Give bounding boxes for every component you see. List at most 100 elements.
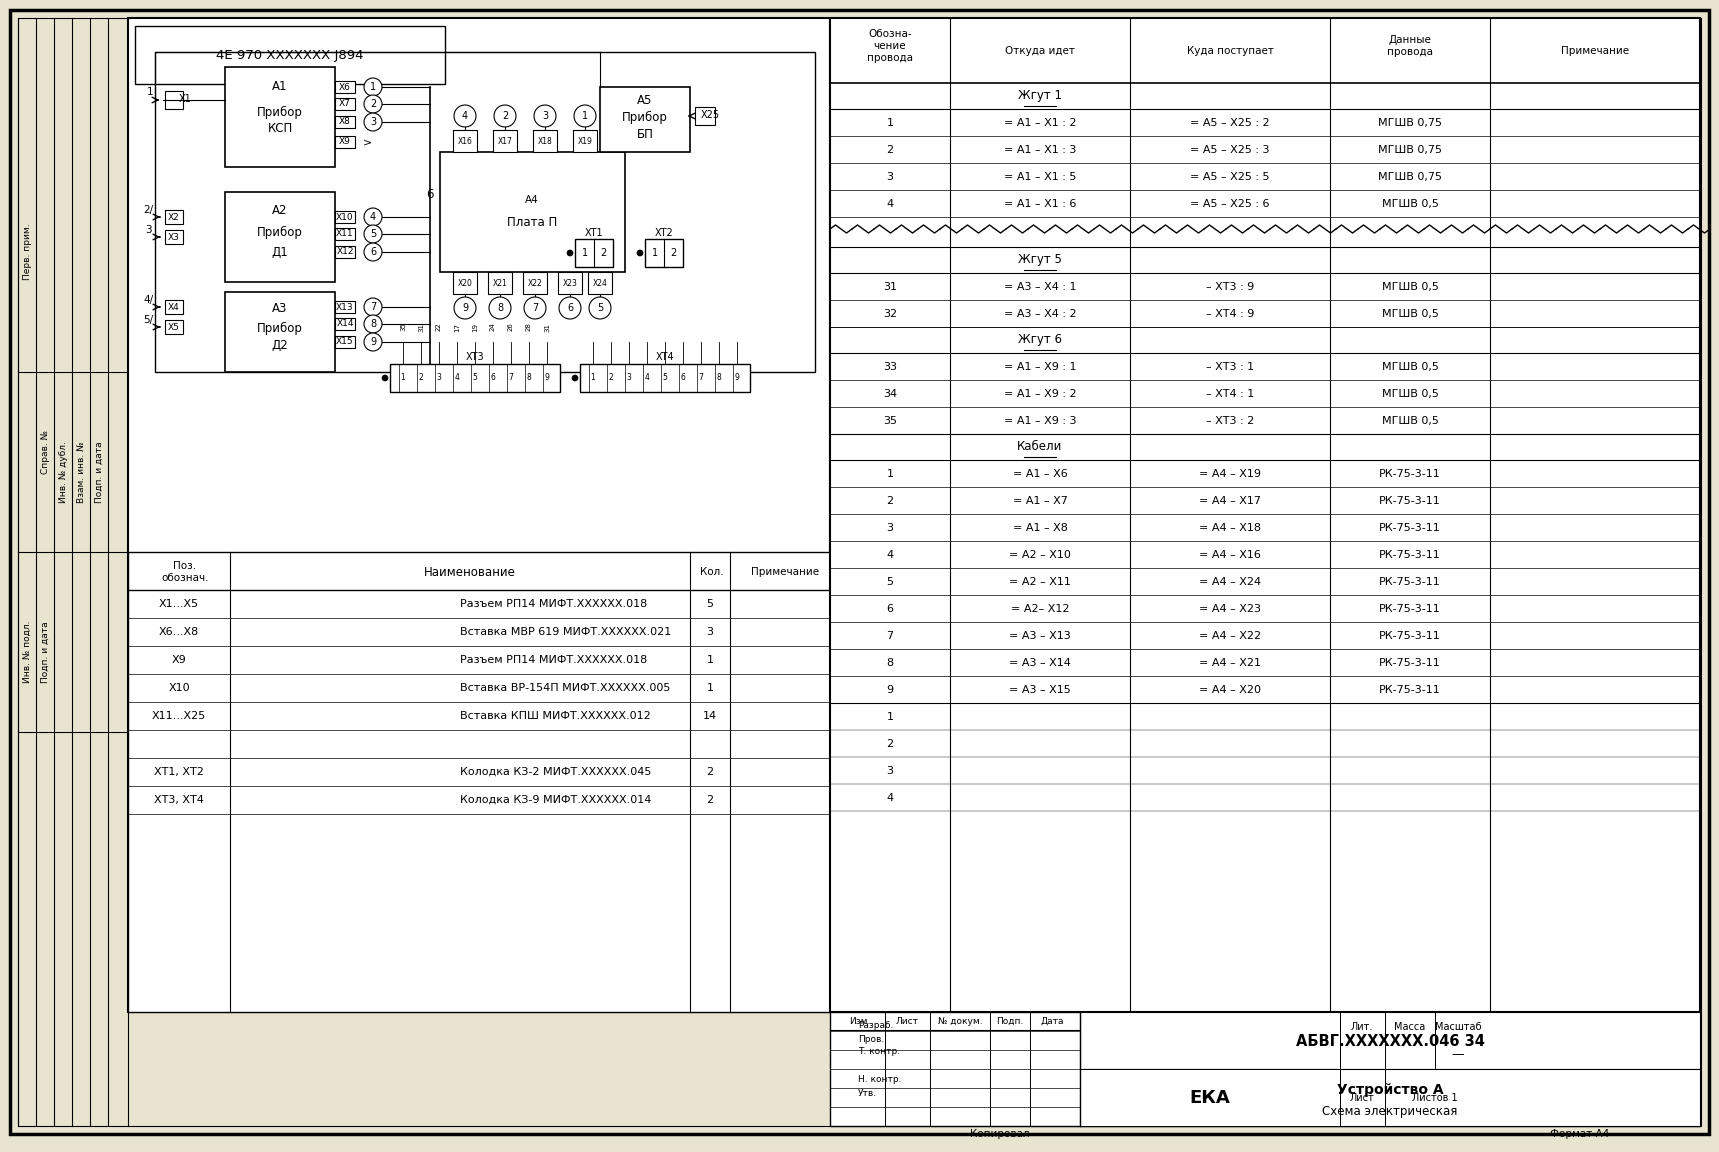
Text: 1: 1 — [887, 118, 894, 128]
Text: Прибор: Прибор — [258, 106, 303, 119]
Text: = А1 – Х9 : 1: = А1 – Х9 : 1 — [1004, 362, 1076, 372]
Bar — [165, 210, 182, 223]
Text: = А4 – Х23: = А4 – Х23 — [1198, 604, 1262, 614]
Text: Жгут 5: Жгут 5 — [1018, 253, 1062, 266]
Bar — [523, 272, 547, 294]
Text: 5: 5 — [370, 229, 376, 238]
Text: 31: 31 — [418, 323, 425, 332]
Bar — [830, 1011, 1700, 1126]
Text: 8: 8 — [526, 373, 531, 382]
Text: 1: 1 — [370, 82, 376, 92]
Text: = А5 – Х25 : 5: = А5 – Х25 : 5 — [1190, 172, 1270, 182]
Text: 1: 1 — [707, 683, 713, 694]
Bar — [694, 107, 715, 126]
Text: А3: А3 — [272, 303, 287, 316]
Text: Откуда идет: Откуда идет — [1006, 46, 1074, 56]
Text: Колодка КЗ-2 МИФТ.XXXXXX.045: Колодка КЗ-2 МИФТ.XXXXXX.045 — [461, 767, 652, 776]
Bar — [225, 291, 335, 372]
Text: Кол.: Кол. — [700, 567, 724, 577]
Text: = А4 – Х19: = А4 – Х19 — [1198, 469, 1262, 479]
Circle shape — [364, 298, 382, 316]
Text: Х7: Х7 — [339, 99, 351, 108]
Text: Плата П: Плата П — [507, 215, 557, 228]
Text: МГШВ 0,5: МГШВ 0,5 — [1382, 282, 1439, 291]
Bar — [165, 320, 182, 334]
Text: Подп. и дата: Подп. и дата — [41, 621, 50, 683]
Text: Прибор: Прибор — [258, 226, 303, 238]
Text: 5: 5 — [887, 577, 894, 588]
Text: Масштаб: Масштаб — [1435, 1022, 1482, 1032]
Bar — [454, 130, 476, 152]
Text: ХТ3, ХТ4: ХТ3, ХТ4 — [155, 795, 205, 805]
Text: 4: 4 — [462, 111, 468, 121]
Circle shape — [535, 105, 555, 127]
Text: 1: 1 — [652, 248, 658, 258]
Bar — [335, 136, 356, 147]
Text: Дата: Дата — [1040, 1016, 1064, 1025]
Text: Взам. инв. №: Взам. инв. № — [77, 441, 86, 502]
Text: 17: 17 — [454, 323, 461, 332]
Text: 9: 9 — [462, 303, 468, 313]
Bar — [574, 238, 614, 267]
Text: Х23: Х23 — [562, 279, 578, 288]
Circle shape — [364, 243, 382, 262]
Text: Данные
провода: Данные провода — [1387, 36, 1434, 56]
Bar — [1341, 1011, 1700, 1069]
Text: МГШВ 0,75: МГШВ 0,75 — [1379, 172, 1442, 182]
Text: Х6...Х8: Х6...Х8 — [158, 627, 199, 637]
Text: БП: БП — [636, 128, 653, 141]
Circle shape — [493, 105, 516, 127]
Text: Изм.: Изм. — [849, 1016, 872, 1025]
Text: 35: 35 — [401, 323, 406, 332]
Text: Х17: Х17 — [497, 136, 512, 145]
Text: 3: 3 — [707, 627, 713, 637]
Text: 2: 2 — [609, 373, 614, 382]
Circle shape — [364, 78, 382, 96]
Text: – ХТ3 : 2: – ХТ3 : 2 — [1205, 416, 1255, 426]
Text: 5/: 5/ — [143, 314, 153, 325]
Text: Х2: Х2 — [168, 212, 180, 221]
Text: Х19: Х19 — [578, 136, 593, 145]
Text: – ХТ4 : 9: – ХТ4 : 9 — [1205, 309, 1255, 319]
Bar — [493, 130, 517, 152]
Bar — [579, 364, 749, 392]
Text: РК-75-3-11: РК-75-3-11 — [1379, 497, 1441, 506]
Bar — [533, 130, 557, 152]
Text: Х18: Х18 — [538, 136, 552, 145]
Text: 4E 970 XXXXXXX J894: 4E 970 XXXXXXX J894 — [217, 48, 364, 61]
Text: 24: 24 — [490, 323, 497, 332]
Text: = А1 – Х9 : 2: = А1 – Х9 : 2 — [1004, 389, 1076, 399]
Text: = А1 – Х1 : 6: = А1 – Х1 : 6 — [1004, 199, 1076, 209]
Text: Разраб.: Разраб. — [858, 1022, 894, 1031]
Text: Прибор: Прибор — [258, 321, 303, 334]
Text: Обозна-
чение
провода: Обозна- чение провода — [866, 30, 913, 62]
Bar — [588, 272, 612, 294]
Bar — [335, 98, 356, 109]
Text: Т. контр.: Т. контр. — [858, 1047, 901, 1056]
Text: 7: 7 — [887, 631, 894, 641]
Text: 6: 6 — [370, 247, 376, 257]
Text: Д1: Д1 — [272, 245, 289, 258]
Text: А2: А2 — [272, 204, 287, 217]
Text: Х4: Х4 — [168, 303, 180, 311]
Text: 3: 3 — [887, 766, 894, 776]
Bar — [488, 272, 512, 294]
Text: Кабели: Кабели — [1018, 440, 1062, 454]
Text: = А1 – Х1 : 2: = А1 – Х1 : 2 — [1004, 118, 1076, 128]
Text: = А1 – Х9 : 3: = А1 – Х9 : 3 — [1004, 416, 1076, 426]
Bar — [335, 336, 356, 348]
Text: 2/: 2/ — [143, 205, 153, 215]
Text: 2: 2 — [707, 767, 713, 776]
Text: 32: 32 — [884, 309, 897, 319]
Text: Вставка МВР 619 МИФТ.XXXXXX.021: Вставка МВР 619 МИФТ.XXXXXX.021 — [461, 627, 670, 637]
Text: 4/: 4/ — [143, 295, 153, 305]
Text: = А5 – Х25 : 2: = А5 – Х25 : 2 — [1190, 118, 1270, 128]
Text: 1: 1 — [146, 88, 153, 97]
Text: = А2– Х12: = А2– Х12 — [1011, 604, 1069, 614]
Text: 1: 1 — [887, 712, 894, 722]
Bar — [645, 238, 682, 267]
Text: – ХТ3 : 9: – ХТ3 : 9 — [1205, 282, 1255, 291]
Text: КСП: КСП — [268, 122, 292, 136]
Text: А1: А1 — [272, 81, 287, 93]
Text: = А3 – Х15: = А3 – Х15 — [1009, 685, 1071, 695]
